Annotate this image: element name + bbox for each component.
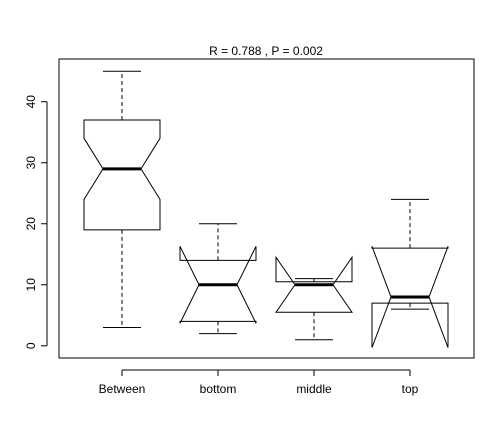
x-tick-label: bottom bbox=[200, 382, 237, 396]
x-tick-label: Between bbox=[99, 382, 146, 396]
y-tick-label: 30 bbox=[24, 156, 38, 170]
y-tick-label: 20 bbox=[24, 217, 38, 231]
y-axis: 0 10 20 30 40 bbox=[24, 95, 48, 349]
box-top bbox=[371, 198, 449, 348]
y-tick-label: 0 bbox=[24, 342, 38, 349]
box-bottom bbox=[179, 223, 257, 335]
x-tick-label: top bbox=[402, 382, 419, 396]
chart-title: R = 0.788 , P = 0.002 bbox=[209, 44, 323, 58]
y-tick-label: 40 bbox=[24, 95, 38, 109]
x-tick-label: middle bbox=[296, 382, 332, 396]
box-middle bbox=[275, 255, 353, 341]
plot-frame bbox=[58, 58, 475, 359]
box-between bbox=[83, 70, 161, 328]
x-axis: Between bottom middle top bbox=[99, 369, 419, 396]
boxes bbox=[83, 70, 449, 348]
y-tick-label: 10 bbox=[24, 278, 38, 292]
notched-box bbox=[83, 119, 161, 231]
